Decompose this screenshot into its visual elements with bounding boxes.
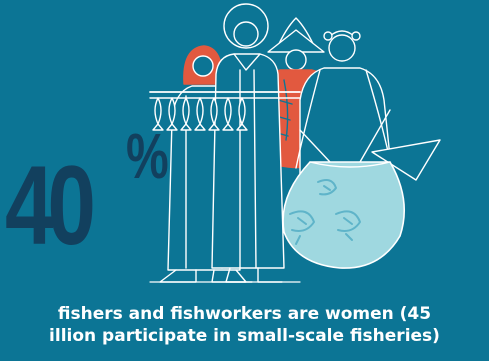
stat-percent-sign: %: [126, 120, 169, 192]
woman-round-hair-figure: [211, 3, 285, 283]
stat-number: 40: [5, 143, 96, 268]
caption: fishers and fishworkers are women (45 il…: [0, 303, 489, 347]
hanging-fish: [152, 97, 248, 131]
women-fishworkers-illustration: [149, 3, 441, 283]
fish-net-bag-icon: [282, 109, 441, 269]
fish-drying-rack-icon: [149, 91, 301, 131]
shrimp-icon: [289, 179, 361, 245]
caption-line-2: illion participate in small-scale fisher…: [49, 326, 440, 346]
caption-line-1: fishers and fishworkers are women (45: [57, 304, 432, 324]
